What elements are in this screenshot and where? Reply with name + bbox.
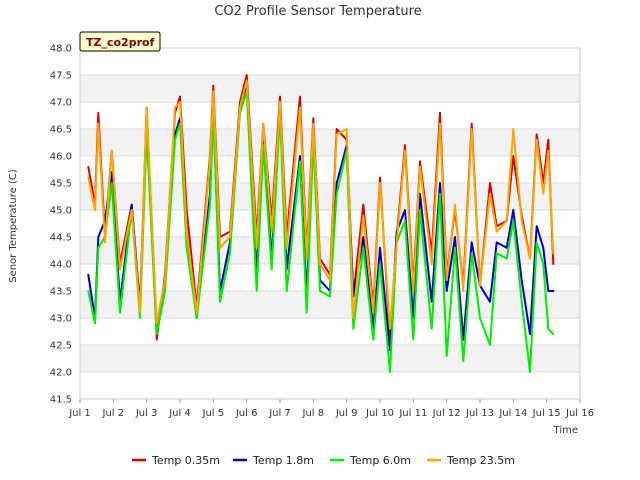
legend-label: Temp 23.5m <box>446 454 515 467</box>
x-tick-label: Jul 15 <box>532 408 561 419</box>
y-tick-label: 44.5 <box>50 233 72 244</box>
x-axis-label: Time <box>553 425 578 436</box>
x-tick-label: Jul 10 <box>365 408 394 419</box>
y-tick-label: 46.5 <box>50 125 72 136</box>
legend-label: Temp 6.0m <box>349 454 411 467</box>
x-tick-label: Jul 14 <box>498 408 527 419</box>
y-tick-label: 41.5 <box>50 395 72 406</box>
x-tick-label: Jul 7 <box>268 408 291 419</box>
y-tick-label: 43.5 <box>50 287 72 298</box>
grid-band <box>80 345 580 372</box>
x-tick-label: Jul 16 <box>565 408 594 419</box>
y-tick-label: 47.5 <box>50 71 72 82</box>
x-tick-label: Jul 8 <box>302 408 325 419</box>
x-axis-ticks: Jul 1 Jul 2 Jul 3 Jul 4 Jul 5 Jul 6 Jul 7 Jul 8… <box>68 399 594 419</box>
series-line-3 <box>87 90 555 373</box>
series-line-4 <box>87 79 555 330</box>
x-tick-label: Jul 2 <box>102 408 125 419</box>
plot-frame <box>79 47 581 400</box>
legend-label: Temp 1.8m <box>252 454 314 467</box>
y-tick-label: 43.0 <box>50 314 72 325</box>
grid-band <box>80 102 580 129</box>
y-axis-label: Senor Temperature (C) <box>8 169 19 283</box>
y-tick-label: 48.0 <box>50 44 72 55</box>
site-badge: TZ_co2prof <box>79 31 161 52</box>
x-tick-label: Jul 9 <box>335 408 358 419</box>
series-lines <box>87 74 555 373</box>
y-tick-label: 44.0 <box>50 260 72 271</box>
grid-band <box>80 156 580 183</box>
grid-band <box>80 129 580 156</box>
x-tick-label: Jul 3 <box>135 408 158 419</box>
chart-title: CO2 Profile Sensor Temperature <box>214 4 421 19</box>
grid-band <box>80 318 580 345</box>
grid-band <box>80 183 580 210</box>
site-badge-label: TZ_co2prof <box>86 36 155 49</box>
x-tick-label: Jul 5 <box>202 408 225 419</box>
y-tick-label: 42.5 <box>50 341 72 352</box>
grid-band <box>80 372 580 399</box>
legend: Temp 0.35m Temp 1.8m Temp 6.0m Temp 23.5m <box>132 454 515 467</box>
x-tick-label: Jul 12 <box>432 408 461 419</box>
x-tick-label: Jul 6 <box>235 408 258 419</box>
y-tick-label: 47.0 <box>50 98 72 109</box>
x-tick-label: Jul 13 <box>465 408 494 419</box>
y-axis-ticks: 41.5 42.0 42.5 43.0 43.5 44.0 44.5 45.0 45.5 46.0… <box>50 44 72 406</box>
x-tick-label: Jul 4 <box>168 408 191 419</box>
y-tick-label: 42.0 <box>50 368 72 379</box>
x-tick-label: Jul 1 <box>68 408 91 419</box>
x-tick-label: Jul 11 <box>398 408 427 419</box>
y-tick-label: 45.5 <box>50 179 72 190</box>
legend-label: Temp 0.35m <box>151 454 220 467</box>
y-tick-label: 46.0 <box>50 152 72 163</box>
y-tick-label: 45.0 <box>50 206 72 217</box>
grid-band <box>80 75 580 102</box>
grid-band <box>80 48 580 75</box>
